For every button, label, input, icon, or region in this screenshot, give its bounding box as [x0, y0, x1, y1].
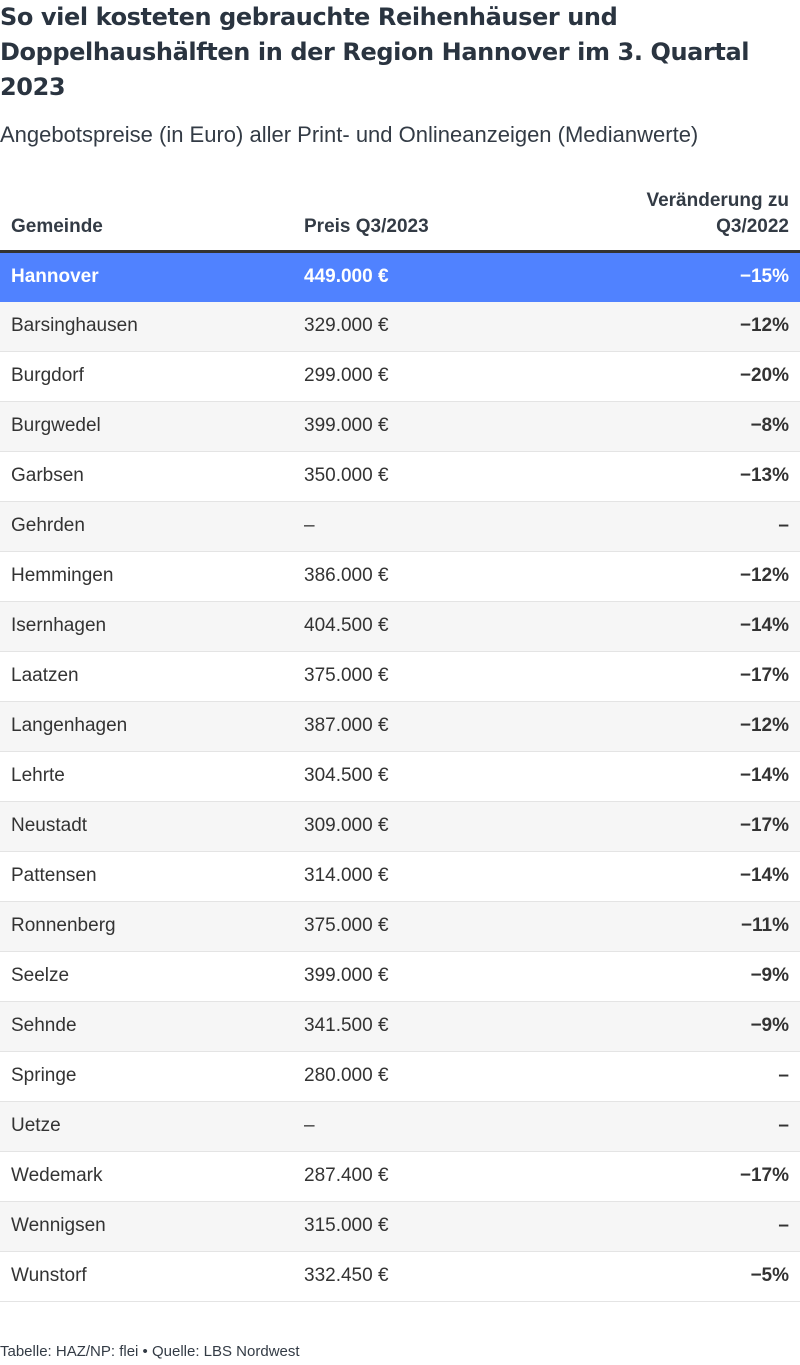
cell-veraenderung: −5%	[583, 1251, 800, 1302]
cell-veraenderung: −14%	[583, 601, 800, 652]
cell-preis: 399.000 €	[293, 951, 583, 1002]
cell-veraenderung: −15%	[583, 251, 800, 302]
chart-subtitle: Angebotspreise (in Euro) aller Print- un…	[0, 122, 699, 147]
cell-preis: 404.500 €	[293, 601, 583, 652]
cell-veraenderung: −14%	[583, 851, 800, 902]
cell-veraenderung: −14%	[583, 751, 800, 802]
cell-gemeinde: Lehrte	[0, 751, 293, 802]
cell-veraenderung: −12%	[583, 301, 800, 352]
cell-gemeinde: Wunstorf	[0, 1251, 293, 1302]
header-veraenderung: Veränderung zu Q3/2022	[583, 180, 800, 253]
cell-preis: 299.000 €	[293, 351, 583, 402]
chart-title: So viel kosteten gebrauchte Reihenhäuser…	[0, 3, 750, 101]
cell-veraenderung: –	[583, 1051, 800, 1102]
cell-preis: 449.000 €	[293, 251, 583, 302]
cell-preis: 350.000 €	[293, 451, 583, 502]
table-row: Lehrte 304.500 € −14%	[0, 751, 800, 802]
header-gemeinde: Gemeinde	[0, 180, 293, 253]
cell-gemeinde: Ronnenberg	[0, 901, 293, 952]
cell-veraenderung: –	[583, 501, 800, 552]
table-row: Sehnde 341.500 € −9%	[0, 1001, 800, 1052]
cell-preis: 315.000 €	[293, 1201, 583, 1252]
cell-gemeinde: Hannover	[0, 251, 293, 302]
cell-gemeinde: Sehnde	[0, 1001, 293, 1052]
table-row: Uetze – –	[0, 1101, 800, 1152]
table-row: Burgwedel 399.000 € −8%	[0, 401, 800, 452]
cell-preis: 329.000 €	[293, 301, 583, 352]
cell-veraenderung: –	[583, 1201, 800, 1252]
table-row: Langenhagen 387.000 € −12%	[0, 701, 800, 752]
cell-veraenderung: −17%	[583, 1151, 800, 1202]
cell-veraenderung: –	[583, 1101, 800, 1152]
cell-gemeinde: Springe	[0, 1051, 293, 1102]
cell-gemeinde: Burgwedel	[0, 401, 293, 452]
table-row: Springe 280.000 € –	[0, 1051, 800, 1102]
table-row: Burgdorf 299.000 € −20%	[0, 351, 800, 402]
table-body: Hannover 449.000 € −15% Barsinghausen 329.00…	[0, 251, 800, 1302]
table-row: Laatzen 375.000 € −17%	[0, 651, 800, 702]
table-row: Gehrden – –	[0, 501, 800, 552]
cell-preis: 375.000 €	[293, 901, 583, 952]
cell-preis: 386.000 €	[293, 551, 583, 602]
cell-gemeinde: Seelze	[0, 951, 293, 1002]
cell-preis: 399.000 €	[293, 401, 583, 452]
cell-veraenderung: −11%	[583, 901, 800, 952]
table-row: Isernhagen 404.500 € −14%	[0, 601, 800, 652]
cell-gemeinde: Laatzen	[0, 651, 293, 702]
table-row: Hannover 449.000 € −15%	[0, 251, 800, 302]
table-row: Neustadt 309.000 € −17%	[0, 801, 800, 852]
cell-veraenderung: −12%	[583, 701, 800, 752]
table-row: Barsinghausen 329.000 € −12%	[0, 301, 800, 352]
cell-gemeinde: Pattensen	[0, 851, 293, 902]
cell-gemeinde: Wennigsen	[0, 1201, 293, 1252]
cell-preis: 341.500 €	[293, 1001, 583, 1052]
cell-preis: –	[293, 501, 583, 552]
cell-preis: 309.000 €	[293, 801, 583, 852]
cell-preis: –	[293, 1101, 583, 1152]
table-row: Wedemark 287.400 € −17%	[0, 1151, 800, 1202]
cell-preis: 304.500 €	[293, 751, 583, 802]
cell-preis: 375.000 €	[293, 651, 583, 702]
cell-gemeinde: Garbsen	[0, 451, 293, 502]
table-row: Ronnenberg 375.000 € −11%	[0, 901, 800, 952]
cell-gemeinde: Neustadt	[0, 801, 293, 852]
cell-veraenderung: −17%	[583, 801, 800, 852]
cell-veraenderung: −12%	[583, 551, 800, 602]
cell-preis: 314.000 €	[293, 851, 583, 902]
cell-gemeinde: Wedemark	[0, 1151, 293, 1202]
cell-gemeinde: Langenhagen	[0, 701, 293, 752]
cell-gemeinde: Burgdorf	[0, 351, 293, 402]
data-table: Gemeinde Preis Q3/2023 Veränderung zu Q3…	[0, 180, 800, 1302]
cell-veraenderung: −13%	[583, 451, 800, 502]
header-preis: Preis Q3/2023	[293, 180, 583, 253]
cell-veraenderung: −9%	[583, 951, 800, 1002]
table-row: Wunstorf 332.450 € −5%	[0, 1251, 800, 1302]
cell-gemeinde: Barsinghausen	[0, 301, 293, 352]
cell-veraenderung: −9%	[583, 1001, 800, 1052]
header-row: Gemeinde Preis Q3/2023 Veränderung zu Q3…	[0, 180, 800, 253]
cell-gemeinde: Gehrden	[0, 501, 293, 552]
table-row: Seelze 399.000 € −9%	[0, 951, 800, 1002]
cell-preis: 280.000 €	[293, 1051, 583, 1102]
cell-preis: 387.000 €	[293, 701, 583, 752]
cell-veraenderung: −20%	[583, 351, 800, 402]
table-row: Pattensen 314.000 € −14%	[0, 851, 800, 902]
cell-veraenderung: −17%	[583, 651, 800, 702]
source-note: Tabelle: HAZ/NP: flei • Quelle: LBS Nord…	[0, 1343, 300, 1360]
table-row: Wennigsen 315.000 € –	[0, 1201, 800, 1252]
cell-preis: 332.450 €	[293, 1251, 583, 1302]
cell-gemeinde: Hemmingen	[0, 551, 293, 602]
cell-preis: 287.400 €	[293, 1151, 583, 1202]
table-row: Garbsen 350.000 € −13%	[0, 451, 800, 502]
cell-gemeinde: Isernhagen	[0, 601, 293, 652]
table-row: Hemmingen 386.000 € −12%	[0, 551, 800, 602]
cell-gemeinde: Uetze	[0, 1101, 293, 1152]
cell-veraenderung: −8%	[583, 401, 800, 452]
table-header: Gemeinde Preis Q3/2023 Veränderung zu Q3…	[0, 180, 800, 253]
